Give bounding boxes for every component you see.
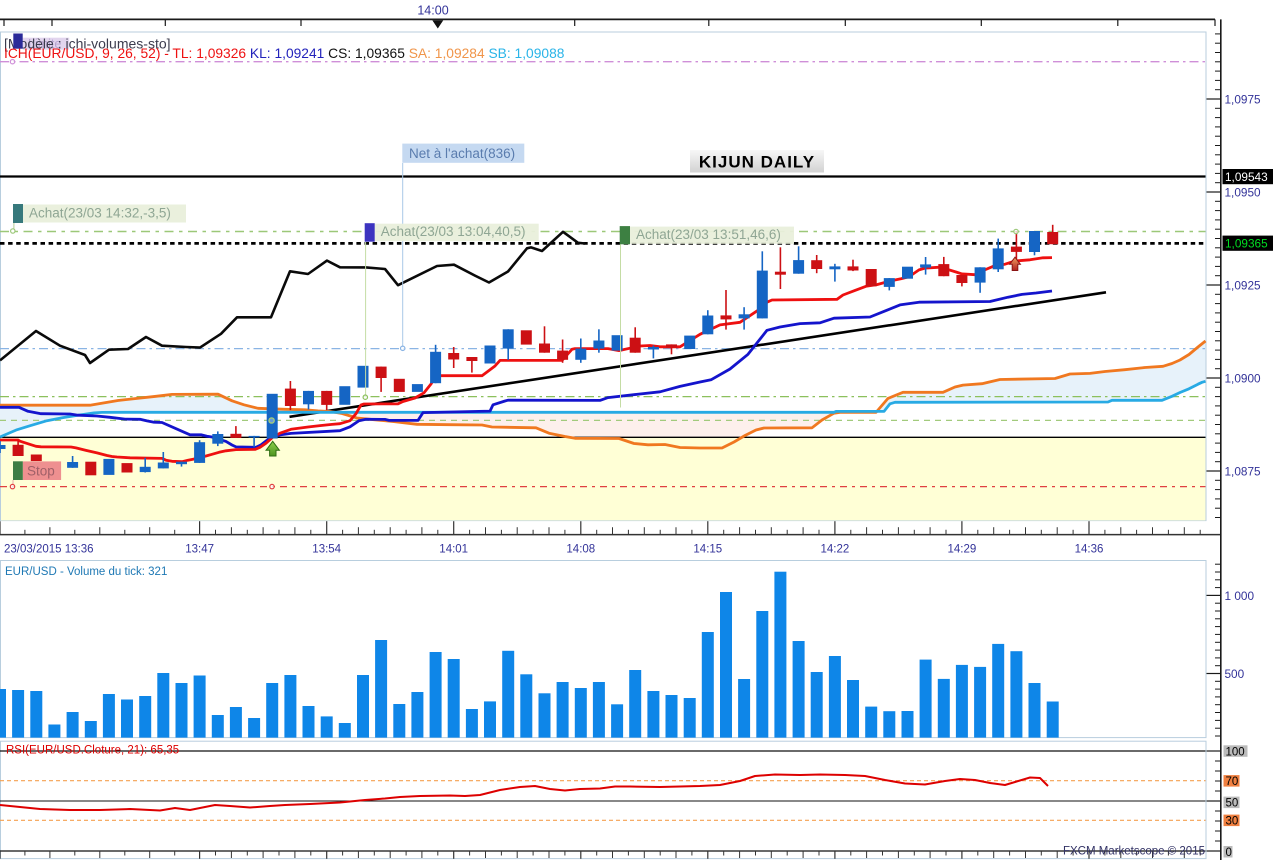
svg-text:50: 50 xyxy=(1226,798,1239,810)
svg-text:EUR/USD - Volume du tick: 321: EUR/USD - Volume du tick: 321 xyxy=(5,566,167,578)
svg-text:14:15: 14:15 xyxy=(693,544,722,556)
svg-text:Achat(23/03 14:32,-3,5): Achat(23/03 14:32,-3,5) xyxy=(29,206,171,221)
svg-text:14:00: 14:00 xyxy=(417,4,448,18)
svg-text:14:01: 14:01 xyxy=(439,544,468,556)
svg-text:1 000: 1 000 xyxy=(1225,589,1255,603)
svg-text:ICH(EUR/USD, 9, 26, 52) - TL:: ICH(EUR/USD, 9, 26, 52) - TL: 1,09326 KL… xyxy=(4,46,565,61)
svg-text:13:47: 13:47 xyxy=(185,544,214,556)
svg-text:14:08: 14:08 xyxy=(566,544,595,556)
svg-text:1,0925: 1,0925 xyxy=(1225,279,1262,293)
svg-text:Limite: Limite xyxy=(28,37,61,51)
svg-text:100: 100 xyxy=(1226,746,1245,758)
svg-text:14:36: 14:36 xyxy=(1075,544,1104,556)
svg-text:30: 30 xyxy=(1226,816,1239,828)
svg-text:14:29: 14:29 xyxy=(948,544,977,556)
svg-text:1,0900: 1,0900 xyxy=(1225,372,1262,386)
svg-text:Net à l'achat(836): Net à l'achat(836) xyxy=(409,146,515,161)
svg-text:FXCM Marketscope © 2015: FXCM Marketscope © 2015 xyxy=(1063,846,1205,858)
svg-text:14:22: 14:22 xyxy=(821,544,850,556)
svg-text:1,09365: 1,09365 xyxy=(1225,237,1268,251)
svg-text:1,0975: 1,0975 xyxy=(1225,93,1262,107)
svg-text:13:54: 13:54 xyxy=(312,544,341,556)
svg-text:Achat(23/03 13:04,40,5): Achat(23/03 13:04,40,5) xyxy=(381,224,526,239)
svg-text:1,09543: 1,09543 xyxy=(1225,170,1268,184)
svg-text:0: 0 xyxy=(1226,847,1232,859)
svg-text:[Modèle : ichi-volumes-sto]: [Modèle : ichi-volumes-sto] xyxy=(4,35,171,51)
svg-text:70: 70 xyxy=(1226,776,1239,788)
svg-text:Stop: Stop xyxy=(27,464,55,479)
svg-text:Achat(23/03 13:51,46,6): Achat(23/03 13:51,46,6) xyxy=(636,227,781,242)
svg-text:23/03/2015 13:36: 23/03/2015 13:36 xyxy=(4,544,94,556)
svg-text:500: 500 xyxy=(1225,667,1245,681)
svg-text:KIJUN DAILY: KIJUN DAILY xyxy=(699,153,815,172)
svg-text:1,0875: 1,0875 xyxy=(1225,465,1262,479)
svg-text:1,0950: 1,0950 xyxy=(1225,186,1262,200)
svg-text:RSI(EUR/USD.Cloture, 21): 65,3: RSI(EUR/USD.Cloture, 21): 65,35 xyxy=(6,745,179,757)
